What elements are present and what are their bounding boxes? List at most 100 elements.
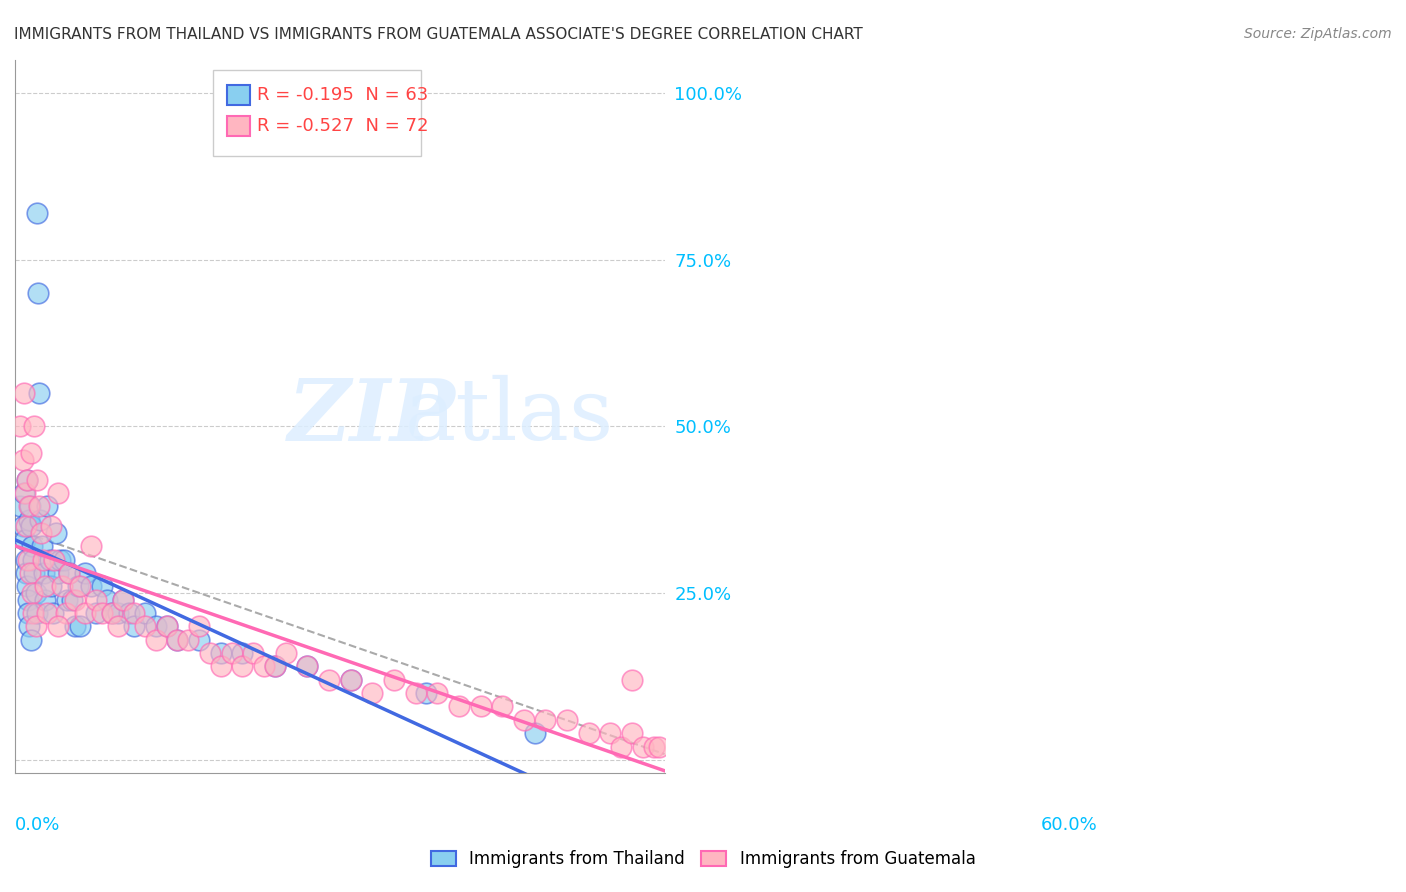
- Point: [166, 632, 188, 647]
- Point: [112, 592, 135, 607]
- Text: atlas: atlas: [405, 375, 614, 458]
- Point: [405, 686, 427, 700]
- Point: [25, 206, 48, 220]
- Point: [643, 739, 665, 754]
- Point: [58, 566, 80, 581]
- Point: [318, 673, 340, 687]
- Point: [24, 619, 46, 633]
- Point: [166, 632, 188, 647]
- Point: [231, 646, 253, 660]
- Text: Source: ZipAtlas.com: Source: ZipAtlas.com: [1244, 27, 1392, 41]
- Point: [80, 579, 103, 593]
- Point: [263, 659, 285, 673]
- Point: [188, 632, 211, 647]
- Point: [122, 606, 145, 620]
- Point: [25, 606, 48, 620]
- Point: [34, 579, 56, 593]
- Point: [297, 659, 319, 673]
- Text: IMMIGRANTS FROM THAILAND VS IMMIGRANTS FROM GUATEMALA ASSOCIATE'S DEGREE CORRELA: IMMIGRANTS FROM THAILAND VS IMMIGRANTS F…: [14, 27, 863, 42]
- Text: R = -0.527  N = 72: R = -0.527 N = 72: [257, 117, 429, 135]
- Point: [18, 619, 41, 633]
- Point: [578, 726, 600, 740]
- Point: [84, 592, 107, 607]
- Point: [31, 540, 53, 554]
- Point: [20, 632, 42, 647]
- Point: [13, 386, 35, 401]
- Point: [17, 592, 39, 607]
- Point: [32, 566, 55, 581]
- Point: [339, 673, 361, 687]
- Point: [118, 606, 141, 620]
- Point: [84, 606, 107, 620]
- FancyBboxPatch shape: [214, 70, 420, 156]
- Point: [107, 606, 129, 620]
- Point: [51, 579, 73, 593]
- Point: [39, 519, 62, 533]
- Point: [34, 592, 56, 607]
- Point: [18, 500, 41, 514]
- Point: [10, 419, 32, 434]
- Point: [18, 566, 41, 581]
- Point: [10, 500, 32, 514]
- Point: [39, 579, 62, 593]
- Point: [101, 606, 124, 620]
- Point: [60, 592, 83, 607]
- Text: ZIP: ZIP: [288, 375, 456, 458]
- Point: [56, 592, 79, 607]
- Point: [155, 619, 177, 633]
- Point: [42, 606, 65, 620]
- Point: [112, 592, 135, 607]
- Text: 0.0%: 0.0%: [15, 816, 60, 834]
- Point: [20, 446, 42, 460]
- Point: [69, 619, 91, 633]
- Point: [21, 540, 44, 554]
- Point: [24, 566, 46, 581]
- Point: [52, 553, 75, 567]
- Point: [361, 686, 384, 700]
- Bar: [228, 85, 250, 104]
- Point: [101, 606, 124, 620]
- Point: [253, 659, 276, 673]
- Legend: Immigrants from Thailand, Immigrants from Guatemala: Immigrants from Thailand, Immigrants fro…: [423, 844, 983, 875]
- Point: [599, 726, 621, 740]
- Point: [38, 553, 60, 567]
- Point: [15, 473, 38, 487]
- Point: [46, 486, 69, 500]
- Bar: [228, 116, 250, 136]
- Text: 60.0%: 60.0%: [1040, 816, 1098, 834]
- Point: [621, 726, 644, 740]
- Point: [242, 646, 264, 660]
- Point: [28, 500, 51, 514]
- Point: [15, 473, 38, 487]
- Point: [134, 606, 156, 620]
- Point: [90, 606, 112, 620]
- Point: [177, 632, 200, 647]
- Point: [382, 673, 405, 687]
- Point: [27, 285, 49, 300]
- Point: [30, 526, 52, 541]
- Point: [11, 519, 34, 533]
- Point: [14, 486, 37, 500]
- Point: [66, 579, 89, 593]
- Point: [32, 553, 55, 567]
- Point: [188, 619, 211, 633]
- Point: [18, 500, 41, 514]
- Point: [75, 566, 97, 581]
- Point: [209, 646, 232, 660]
- Point: [274, 646, 297, 660]
- Point: [22, 553, 45, 567]
- Point: [25, 473, 48, 487]
- Point: [22, 606, 45, 620]
- Point: [523, 726, 546, 740]
- Point: [107, 619, 129, 633]
- Point: [470, 699, 492, 714]
- Point: [90, 579, 112, 593]
- Point: [11, 452, 34, 467]
- Text: R = -0.195  N = 63: R = -0.195 N = 63: [257, 86, 429, 103]
- Point: [610, 739, 633, 754]
- Point: [80, 540, 103, 554]
- Point: [14, 533, 37, 547]
- Point: [621, 673, 644, 687]
- Point: [534, 713, 557, 727]
- Point: [96, 592, 118, 607]
